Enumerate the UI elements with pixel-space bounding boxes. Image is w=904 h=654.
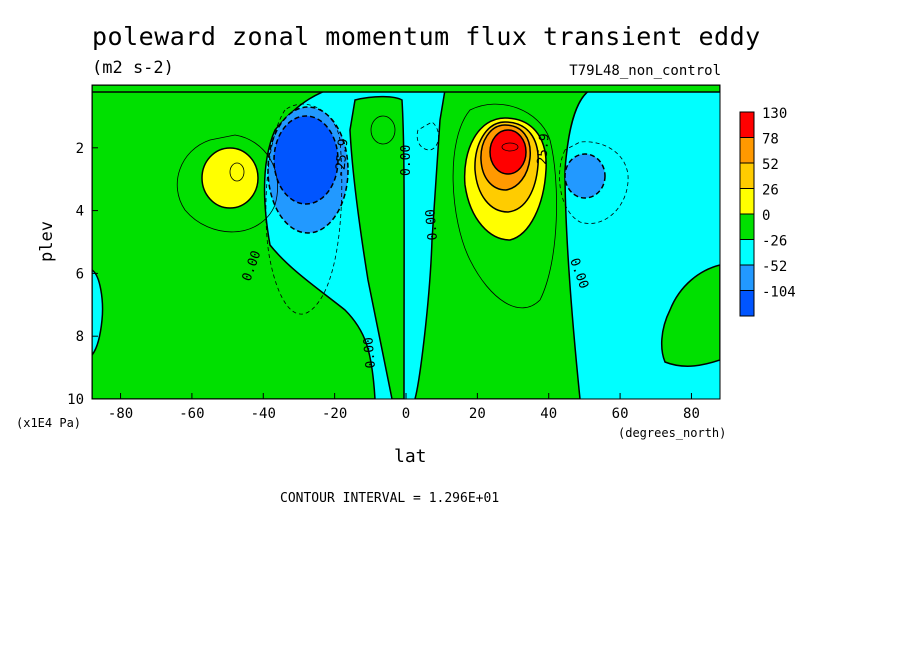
fill-region-positive-sh xyxy=(92,85,376,399)
contour-line-sh-negative xyxy=(265,103,343,315)
contour-line-nh-positive xyxy=(452,103,557,309)
colorbar-swatch xyxy=(739,264,755,291)
contour-fill-layer xyxy=(92,85,720,399)
colorbar-label: 52 xyxy=(762,157,779,173)
chart-units: (m2 s-2) xyxy=(92,58,174,78)
x-tick-label: 0 xyxy=(402,406,410,422)
fill-region-positive-top xyxy=(92,85,720,93)
fill-region-positive-eq xyxy=(349,95,405,399)
colorbar-swatch xyxy=(739,213,755,240)
x-tick-label: 80 xyxy=(683,406,700,422)
chart-title: poleward zonal momentum flux transient e… xyxy=(92,22,761,51)
contour-label: -25.9 xyxy=(333,138,351,178)
fill-region-negative-sw xyxy=(92,269,104,357)
axis-ticks: -80 -60 -40 -20 0 20 40 60 80 2 4 6 8 10 xyxy=(67,141,700,422)
contour-label: 0.00 xyxy=(423,208,441,241)
fill-min-nh-blue xyxy=(564,153,606,199)
contour-label: 25.9 xyxy=(535,133,553,166)
colorbar-label: -52 xyxy=(762,259,787,275)
fill-max-sh-yellow xyxy=(201,147,259,209)
colorbar-swatch xyxy=(739,137,755,164)
colorbar-label: 26 xyxy=(762,183,779,199)
x-axis-unit: (degrees_north) xyxy=(618,426,727,440)
y-tick-label: 6 xyxy=(76,266,84,282)
contour-label: 0.00 xyxy=(361,336,379,369)
run-label: T79L48_non_control xyxy=(569,63,721,79)
x-tick-label: 20 xyxy=(469,406,486,422)
y-axis-unit: (x1E4 Pa) xyxy=(16,416,82,430)
x-tick-label: 40 xyxy=(540,406,557,422)
x-axis-label: lat xyxy=(394,446,427,467)
contour-line-sh-positive xyxy=(176,134,278,233)
colorbar-swatch xyxy=(739,290,755,317)
fill-region-positive-ne xyxy=(660,264,720,367)
contour-line-nh-inner xyxy=(501,142,519,152)
x-tick-label: 60 xyxy=(612,406,629,422)
colorbar-swatch xyxy=(739,188,755,215)
colorbar-label: 78 xyxy=(762,132,779,148)
colorbar-swatch xyxy=(739,162,755,189)
fill-max-nh-red xyxy=(489,129,527,175)
colorbar-label: 0 xyxy=(762,208,770,224)
contour-line-small-solid xyxy=(370,115,396,145)
y-tick-label: 8 xyxy=(76,329,84,345)
colorbar-swatch xyxy=(739,239,755,266)
colorbar: 130 78 52 26 0 -26 -52 -104 xyxy=(739,106,796,317)
x-tick-label: -20 xyxy=(322,406,347,422)
y-tick-label: 4 xyxy=(76,204,84,220)
colorbar-label: -104 xyxy=(762,285,796,301)
y-tick-label: 2 xyxy=(76,141,84,157)
x-tick-label: -40 xyxy=(251,406,276,422)
colorbar-swatch xyxy=(739,111,755,138)
contour-line-sh-inner xyxy=(229,162,245,182)
contour-label-group: 0.00 0.00 0.00 0.00 0.00 -25.9 25.9 xyxy=(240,133,591,369)
fill-min-sh-blue2 xyxy=(273,115,339,205)
y-tick-label: 10 xyxy=(67,392,84,408)
x-tick-label: -80 xyxy=(108,406,133,422)
contour-interval: CONTOUR INTERVAL = 1.296E+01 xyxy=(280,491,500,506)
x-tick-label: -60 xyxy=(179,406,204,422)
contour-label: 0.00 xyxy=(399,145,414,176)
colorbar-label: -26 xyxy=(762,234,787,250)
colorbar-label: 130 xyxy=(762,106,787,122)
contour-line-small-dashed xyxy=(416,121,439,151)
